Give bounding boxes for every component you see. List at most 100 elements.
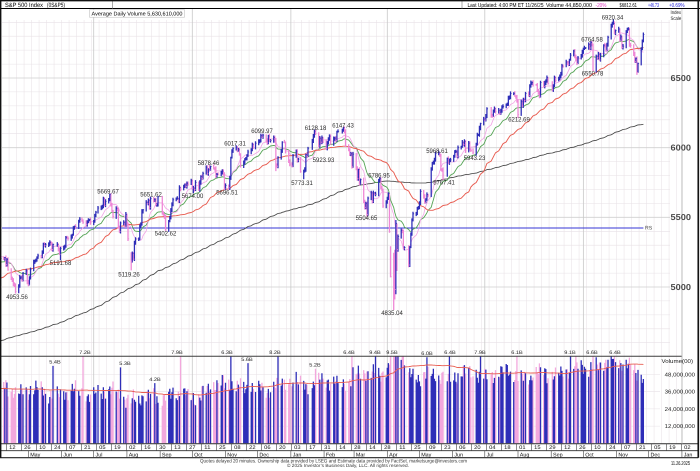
svg-text:Nov: Nov bbox=[227, 452, 237, 458]
svg-text:Average Daily Volume 5,630,610: Average Daily Volume 5,630,610,000 bbox=[92, 12, 183, 18]
svg-text:5968.61: 5968.61 bbox=[426, 148, 448, 155]
svg-text:4835.04: 4835.04 bbox=[381, 310, 403, 317]
svg-text:6000: 6000 bbox=[671, 143, 692, 153]
svg-text:6212.69: 6212.69 bbox=[508, 117, 530, 124]
svg-text:05: 05 bbox=[99, 445, 106, 451]
svg-text:5943.23: 5943.23 bbox=[464, 155, 486, 162]
svg-text:5000: 5000 bbox=[671, 282, 692, 292]
svg-text:24,000,000: 24,000,000 bbox=[665, 407, 695, 413]
svg-text:-20%: -20% bbox=[596, 2, 607, 9]
svg-text:27: 27 bbox=[189, 445, 196, 451]
svg-text:14: 14 bbox=[369, 445, 376, 451]
svg-text:12: 12 bbox=[9, 445, 16, 451]
svg-text:36,000,000: 36,000,000 bbox=[665, 390, 695, 396]
svg-text:6128.18: 6128.18 bbox=[305, 125, 327, 132]
svg-text:6.4B: 6.4B bbox=[609, 350, 621, 356]
svg-text:19: 19 bbox=[669, 445, 676, 451]
svg-text:S&P 500 Index: S&P 500 Index bbox=[5, 2, 44, 9]
svg-text:7.2B: 7.2B bbox=[79, 350, 91, 356]
svg-text:Sep: Sep bbox=[162, 452, 172, 458]
svg-text:Aug: Aug bbox=[520, 452, 530, 458]
svg-text:Aug: Aug bbox=[129, 452, 139, 458]
svg-text:26: 26 bbox=[24, 445, 31, 451]
svg-text:Feb: Feb bbox=[326, 452, 335, 458]
svg-text:23: 23 bbox=[444, 445, 451, 451]
svg-text:Quotes delayed 20 minutes. Own: Quotes delayed 20 minutes. Ownership dat… bbox=[200, 458, 467, 464]
svg-text:Sep: Sep bbox=[553, 452, 563, 458]
svg-text:10: 10 bbox=[39, 445, 46, 451]
svg-text:04: 04 bbox=[489, 445, 496, 451]
svg-text:7.9B: 7.9B bbox=[474, 350, 486, 356]
svg-text:11: 11 bbox=[399, 445, 406, 451]
svg-text:RS: RS bbox=[645, 225, 653, 231]
svg-text:28: 28 bbox=[354, 445, 361, 451]
svg-text:© 2025 Investor’s Business Dai: © 2025 Investor’s Business Daily, LLC. A… bbox=[287, 463, 409, 468]
svg-text:07: 07 bbox=[624, 445, 631, 451]
svg-text:24: 24 bbox=[54, 445, 61, 451]
svg-text:07: 07 bbox=[69, 445, 76, 451]
svg-text:06: 06 bbox=[264, 445, 271, 451]
svg-text:Scale: Scale bbox=[671, 16, 682, 22]
svg-text:5878.46: 5878.46 bbox=[198, 160, 220, 167]
svg-text:6.0B: 6.0B bbox=[421, 351, 433, 357]
svg-text:5.3B: 5.3B bbox=[119, 361, 131, 367]
svg-text:25: 25 bbox=[414, 445, 421, 451]
svg-text:20: 20 bbox=[279, 445, 286, 451]
svg-text:5.4B: 5.4B bbox=[49, 360, 61, 366]
svg-text:9.4B: 9.4B bbox=[369, 350, 381, 356]
svg-text:Jan: Jan bbox=[293, 452, 302, 458]
svg-text:5696.51: 5696.51 bbox=[216, 190, 238, 197]
svg-text:18: 18 bbox=[504, 445, 511, 451]
svg-text:5651.62: 5651.62 bbox=[140, 192, 162, 199]
svg-text:12,000,000: 12,000,000 bbox=[665, 424, 695, 430]
svg-text:14: 14 bbox=[339, 445, 346, 451]
svg-text:4953.56: 4953.56 bbox=[6, 294, 28, 301]
svg-text:5669.67: 5669.67 bbox=[97, 189, 119, 196]
svg-text:24: 24 bbox=[609, 445, 616, 451]
svg-text:Apr: Apr bbox=[389, 452, 398, 458]
svg-text:10: 10 bbox=[594, 445, 601, 451]
svg-text:29: 29 bbox=[549, 445, 556, 451]
svg-text:11.26.2025: 11.26.2025 bbox=[671, 461, 690, 467]
svg-text:31: 31 bbox=[324, 445, 331, 451]
svg-text:09: 09 bbox=[429, 445, 436, 451]
svg-text:Oct: Oct bbox=[585, 452, 594, 458]
svg-text:6.6B: 6.6B bbox=[586, 350, 598, 356]
svg-text:(0S&P5): (0S&P5) bbox=[47, 2, 65, 9]
svg-text:06: 06 bbox=[459, 445, 466, 451]
svg-text:Volume(00): Volume(00) bbox=[662, 358, 694, 365]
svg-text:5500: 5500 bbox=[671, 212, 692, 222]
svg-text:9.5B: 9.5B bbox=[386, 350, 398, 356]
svg-text:5773.31: 5773.31 bbox=[291, 180, 313, 187]
svg-text:13: 13 bbox=[174, 445, 181, 451]
svg-text:6550.78: 6550.78 bbox=[582, 71, 604, 78]
svg-text:May: May bbox=[30, 452, 40, 458]
svg-text:22: 22 bbox=[249, 445, 256, 451]
svg-text:5674.00: 5674.00 bbox=[182, 193, 204, 200]
svg-text:5119.26: 5119.26 bbox=[118, 272, 140, 279]
svg-text:05: 05 bbox=[654, 445, 661, 451]
svg-text:16: 16 bbox=[144, 445, 151, 451]
svg-text:+0.69%: +0.69% bbox=[669, 2, 685, 9]
svg-text:21: 21 bbox=[84, 445, 91, 451]
svg-text:6500: 6500 bbox=[671, 73, 692, 83]
svg-text:12: 12 bbox=[564, 445, 571, 451]
svg-text:25: 25 bbox=[219, 445, 226, 451]
svg-text:17: 17 bbox=[309, 445, 316, 451]
svg-text:03: 03 bbox=[294, 445, 301, 451]
svg-text:11: 11 bbox=[204, 445, 211, 451]
svg-text:5767.41: 5767.41 bbox=[433, 180, 455, 187]
svg-text:6147.43: 6147.43 bbox=[332, 123, 354, 130]
svg-text:Volume 44,850,000: Volume 44,850,000 bbox=[546, 2, 592, 9]
svg-text:5923.93: 5923.93 bbox=[313, 157, 335, 164]
svg-text:6099.97: 6099.97 bbox=[251, 128, 273, 135]
svg-text:26: 26 bbox=[579, 445, 586, 451]
svg-text:Dec: Dec bbox=[259, 452, 269, 458]
svg-text:Oct: Oct bbox=[194, 452, 203, 458]
svg-text:6764.58: 6764.58 bbox=[581, 37, 603, 44]
svg-text:08: 08 bbox=[234, 445, 241, 451]
svg-text:May: May bbox=[421, 452, 431, 458]
svg-text:5.2B: 5.2B bbox=[309, 363, 321, 369]
svg-text:9.1B: 9.1B bbox=[564, 350, 576, 356]
svg-text:Index: Index bbox=[671, 10, 682, 16]
